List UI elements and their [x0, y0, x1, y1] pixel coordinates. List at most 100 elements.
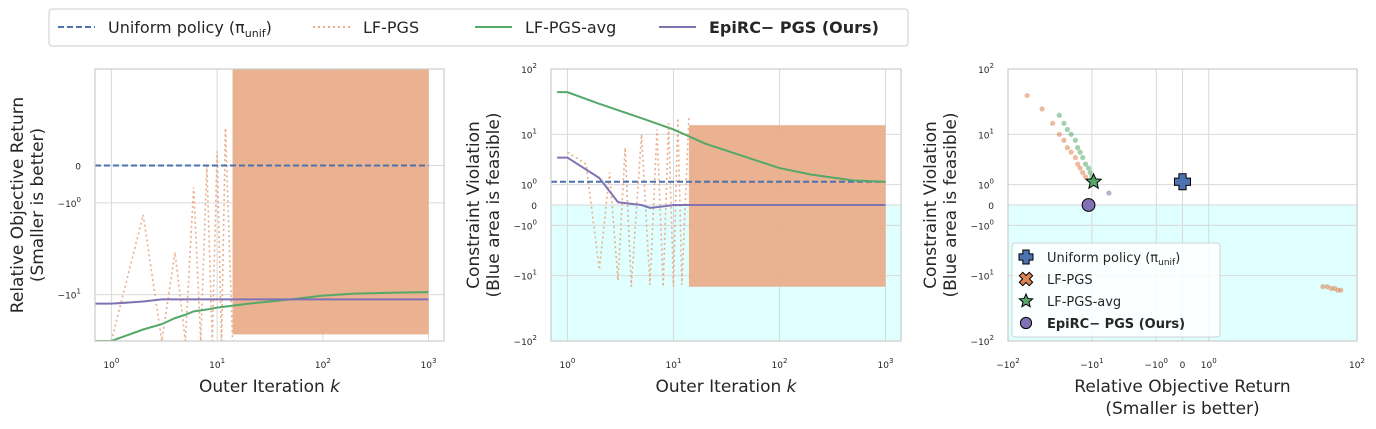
- panel-objective-vs-iteration: 100 101 102 103 0 −100 −101 Outer Iteration k Re…: [8, 68, 445, 397]
- y-tick-label: −101: [514, 269, 537, 283]
- cloud-point-lfpgs_avg: [1077, 149, 1083, 155]
- cloud-point-scatter_lfpgs: [1082, 174, 1089, 180]
- x-tick-label: 102: [772, 357, 788, 371]
- axes-frame: [550, 68, 902, 342]
- y-tick-label: 100: [521, 178, 537, 192]
- cloud-point-scatter_lfpgs: [1068, 149, 1074, 155]
- series-line-epirc: [95, 298, 429, 305]
- cloud-point-epirc: [1106, 190, 1112, 196]
- legend-label-uniform: Uniform policy (πunif): [108, 18, 272, 40]
- legend-label-lfpgs: LF-PGS: [363, 18, 419, 37]
- legend-label-lfpgs_avg: LF-PGS-avg: [525, 18, 616, 37]
- lfpgs-oscillation-band: [232, 69, 429, 335]
- cloud-point-scatter_lfpgs: [1064, 145, 1070, 151]
- y-tick-label: 0: [988, 202, 994, 212]
- series-line-lfpgs_avg: [557, 91, 886, 183]
- inner-legend-marker-scatter_lfpgs: [1018, 271, 1034, 287]
- inner-legend-marker-lfpgs_avg: [1018, 292, 1034, 308]
- y-tick-label: −100: [58, 196, 81, 210]
- inner-legend-marker-epirc: [1019, 316, 1033, 330]
- cloud-point-lfpgs_avg: [1087, 170, 1093, 176]
- x-tick-label: 103: [878, 357, 894, 371]
- y-axis-label-line1: Constraint Violation: [464, 121, 484, 289]
- y-axis-label-line2: (Blue area is feasible): [941, 113, 961, 298]
- y-tick-label: 101: [521, 127, 537, 141]
- cloud-point-lfpgs_avg: [1085, 165, 1092, 171]
- x-tick-label: 103: [421, 357, 437, 371]
- cloud-point-scatter_lfpgs: [1320, 284, 1326, 290]
- inner-legend-marker-scatter_lfpgs-shape: [1018, 271, 1034, 287]
- x-tick-label: 101: [209, 357, 225, 371]
- cloud-point-scatter_lfpgs: [1324, 284, 1330, 290]
- cloud-point-lfpgs_avg: [1061, 120, 1067, 126]
- x-axis-label-line1: Relative Objective Return: [1074, 377, 1290, 397]
- x-tick-label: 100: [1201, 357, 1217, 371]
- y-axis-label-line1: Relative Objective Return: [8, 97, 28, 313]
- y-tick-label: 102: [978, 62, 994, 76]
- series-line-lfpgs_avg: [95, 291, 429, 341]
- y-tick-label: 0: [75, 163, 81, 173]
- cloud-point-scatter_lfpgs: [1077, 165, 1083, 171]
- x-axis-label: Outer Iteration k: [655, 377, 797, 397]
- legend-label-epirc: EpiRC− PGS (Ours): [709, 18, 879, 37]
- cloud-point-scatter_lfpgs: [1080, 170, 1086, 176]
- top-legend: Uniform policy (πunif) LF-PGS LF-PGS-avg Ep…: [48, 8, 909, 47]
- series-line-epirc: [557, 156, 886, 209]
- cloud-point-scatter_lfpgs: [1039, 106, 1045, 112]
- cloud-point-scatter_lfpgs: [1056, 131, 1062, 137]
- plot-area: [551, 91, 886, 287]
- x-tick-label: 100: [559, 357, 575, 371]
- y-tick-label: −100: [971, 218, 994, 232]
- y-axis-label-line2: (Smaller is better): [28, 128, 48, 282]
- x-tick-label: −100: [1145, 357, 1168, 371]
- y-axis-label-line1: Constraint Violation: [921, 121, 941, 289]
- cloud-point-lfpgs_avg: [1080, 154, 1086, 161]
- marker-epirc: [1081, 198, 1096, 212]
- axes-frame: [1007, 68, 1358, 342]
- y-tick-label: 101: [978, 127, 994, 141]
- y-axis-label-line2: (Blue area is feasible): [484, 113, 504, 298]
- cloud-point-lfpgs_avg: [1064, 126, 1070, 133]
- cloud-point-lfpgs_avg: [1068, 131, 1074, 137]
- cloud-point-lfpgs_avg: [1072, 137, 1078, 143]
- cloud-point-lfpgs_avg: [1082, 161, 1089, 167]
- inner-legend-label-scatter_lfpgs: LF-PGS: [1047, 273, 1093, 288]
- cloud-point-lfpgs_avg: [1075, 145, 1081, 151]
- panel-violation-vs-iteration: 100 101 102 103 102 101 100 0 −100 −101 −102 Outer …: [464, 62, 902, 397]
- cloud-point-lfpgs_avg: [1056, 112, 1062, 118]
- inner-legend-label-lfpgs_avg: LF-PGS-avg: [1047, 295, 1121, 310]
- x-tick-label: 102: [1349, 357, 1365, 371]
- x-tick-label: 101: [665, 357, 681, 371]
- cloud-point-scatter_lfpgs: [1338, 287, 1344, 293]
- panel-violation-vs-objective: −102 −101 −100 0 100 102 102 101 100 0 −100 −101 −10…: [921, 62, 1365, 419]
- cloud-point-scatter_lfpgs: [1050, 120, 1056, 126]
- plot-area: [95, 69, 429, 341]
- cloud-point-scatter_lfpgs: [1061, 137, 1067, 143]
- inner-legend-marker-uniform: [1018, 249, 1034, 265]
- x-axis-label: Outer Iteration k: [199, 377, 341, 397]
- y-tick-label: 100: [978, 178, 994, 192]
- marker-lfpgs_avg: [1084, 172, 1103, 190]
- cloud-point-scatter_lfpgs: [1075, 161, 1081, 167]
- y-tick-label: −102: [971, 334, 994, 348]
- x-tick-label: 0: [1180, 361, 1186, 371]
- y-tick-label: −100: [514, 218, 537, 232]
- x-tick-label: −101: [1080, 357, 1103, 371]
- y-tick-label: −102: [514, 334, 537, 348]
- x-axis-label-line2: (Smaller is better): [1105, 399, 1259, 419]
- inner-legend-label-epirc: EpiRC− PGS (Ours): [1047, 317, 1185, 332]
- marker-uniform: [1174, 173, 1191, 191]
- y-tick-label: −101: [58, 288, 81, 302]
- y-tick-label: 0: [531, 202, 537, 212]
- inner-legend-label-uniform: Uniform policy (πunif): [1047, 251, 1180, 268]
- x-tick-label: −102: [996, 357, 1019, 371]
- x-tick-label: 100: [103, 357, 119, 371]
- x-tick-label: 102: [315, 357, 331, 371]
- axes-frame: [94, 68, 445, 342]
- cloud-point-scatter_lfpgs: [1024, 92, 1030, 99]
- y-tick-label: −101: [971, 269, 994, 283]
- y-tick-label: 102: [521, 62, 537, 76]
- inner-legend-frame: [1011, 242, 1221, 338]
- cloud-point-scatter_lfpgs: [1072, 154, 1078, 161]
